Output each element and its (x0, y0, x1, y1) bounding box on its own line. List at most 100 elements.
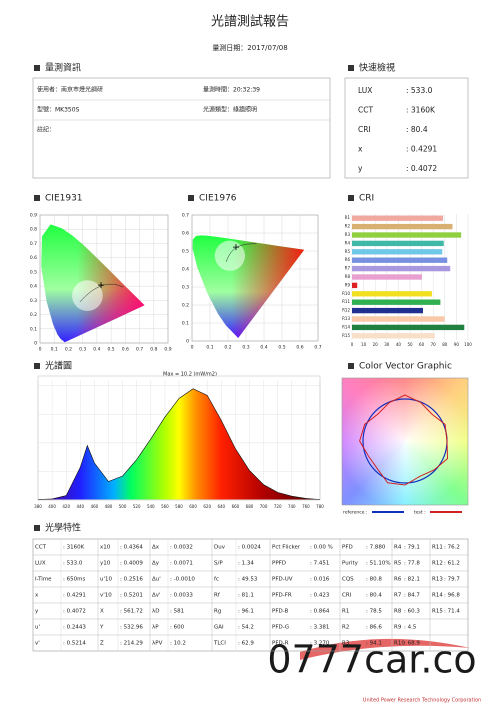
bar (352, 240, 444, 247)
x-tick-label: 0 (191, 345, 194, 351)
x-tick-label: 0.2 (65, 347, 72, 353)
x-tick-label: 480 (105, 504, 113, 509)
x-tick-label: 0.3 (79, 347, 86, 353)
bar (352, 333, 435, 339)
table-value: : 60.3 (404, 609, 420, 615)
table-label: R7 (394, 593, 402, 599)
section-heading: 量測資訊 (45, 62, 81, 74)
x-tick-label: 580 (175, 504, 183, 509)
table-label: x10 (100, 545, 111, 551)
table-value: : 0.2516 (120, 577, 143, 583)
table-label: PFD-FR (272, 593, 292, 599)
x-tick-label: 660 (232, 504, 240, 509)
x-tick-label: 460 (91, 504, 99, 509)
table-label: fc (214, 577, 219, 583)
y-tick-label: 0.2 (182, 303, 189, 309)
table-value: : 0.0032 (170, 545, 193, 551)
table-value: : 61.2 (444, 561, 460, 567)
y-tick-label: 0.8 (30, 227, 37, 233)
table-label: y10 (100, 561, 111, 567)
x-tick-label: 760 (302, 504, 310, 509)
y-tick-label: 0.5 (182, 249, 189, 255)
x-tick-label: 0.6 (296, 345, 303, 351)
table-label: Pct Flicker (272, 545, 301, 551)
table-label: R10 (394, 641, 405, 647)
table-label: v' (35, 641, 40, 647)
category-label: R7 (345, 266, 351, 271)
table-label: R5 (394, 561, 402, 567)
x-tick-label: 90 (454, 342, 460, 347)
locus-magenta (192, 235, 305, 338)
table-value: : 78.5 (366, 609, 382, 615)
section-marker (34, 195, 40, 201)
y-tick-label: 0.4 (30, 284, 37, 290)
bar (352, 232, 462, 238)
table-value: : 0.4009 (120, 561, 143, 567)
info-field: 型號：MK350S (37, 106, 80, 114)
category-label: R3 (345, 232, 351, 237)
table-label: PFD-G (272, 625, 289, 631)
x-tick-label: 0.8 (150, 347, 157, 353)
x-tick-label: 700 (260, 504, 268, 509)
table-value: : 84.7 (404, 593, 420, 599)
quick-label: LUX (358, 86, 372, 95)
section-marker (348, 363, 354, 369)
table-value: : 0.2443 (63, 625, 86, 631)
y-tick-label: 0.9 (30, 213, 37, 219)
x-tick-label: 640 (217, 504, 225, 509)
x-tick-label: 500 (119, 504, 127, 509)
category-label: R11 (342, 299, 350, 304)
info-field: 使用者：南京市燈光調研 (37, 86, 103, 94)
table-value: : 7.880 (366, 545, 386, 551)
table-value: : 0.4072 (63, 609, 86, 615)
bar (352, 316, 445, 322)
section-heading: 光譜圖 (45, 360, 72, 372)
x-tick-label: 0.9 (164, 347, 171, 353)
spectrum-curve (37, 388, 321, 500)
bar (352, 257, 448, 263)
table-label: R3 (342, 641, 350, 647)
x-tick-label: 720 (274, 504, 282, 509)
category-label: R14 (342, 324, 350, 329)
table-value: : 3.381 (310, 625, 329, 631)
planckian-locus (226, 243, 257, 262)
x-tick-label: 520 (133, 504, 141, 509)
table-label: u' (35, 625, 40, 631)
x-tick-label: 80 (442, 342, 448, 347)
x-tick-label: 50 (407, 342, 413, 347)
info-field: 量測時間：20:32:39 (203, 86, 260, 94)
quick-view-box (344, 77, 469, 179)
table-label: PFD-B (272, 609, 289, 615)
category-label: R12 (342, 308, 350, 313)
table-value: : 82.1 (404, 577, 420, 583)
quick-label: x (358, 145, 363, 154)
table-label: R2 (342, 625, 349, 631)
watermark: 0777car.co (267, 638, 476, 682)
spectrum-annotation: Max = 10.2 (mW/m2) (163, 372, 217, 378)
category-label: R5 (345, 249, 351, 254)
table-value: : 79.7 (444, 577, 460, 583)
table-label: Δx (152, 545, 160, 551)
info-field: 註記： (37, 126, 55, 134)
x-tick-label: 440 (76, 504, 84, 509)
table-label: R14 (432, 593, 443, 599)
table-frame (32, 538, 469, 652)
x-tick-label: 540 (147, 504, 155, 509)
section-marker (348, 195, 354, 201)
table-label: PFD-UV (272, 577, 293, 583)
x-tick-label: 30 (384, 342, 390, 347)
y-tick-label: 0.3 (182, 285, 189, 291)
white-point-glow (214, 240, 246, 271)
category-label: R4 (345, 240, 351, 245)
table-value: : 0.00 % (310, 545, 333, 551)
plot-frame (37, 375, 321, 501)
table-value: : 0.423 (310, 593, 330, 599)
bar (352, 291, 432, 297)
report-title: 光譜測試報告 (211, 14, 289, 30)
y-tick-label: 0.7 (30, 241, 37, 247)
white-point-glow (72, 280, 103, 311)
y-tick-label: 0.3 (30, 298, 37, 304)
y-tick-label: 0.4 (182, 267, 189, 273)
y-tick-label: 0.7 (182, 213, 189, 219)
